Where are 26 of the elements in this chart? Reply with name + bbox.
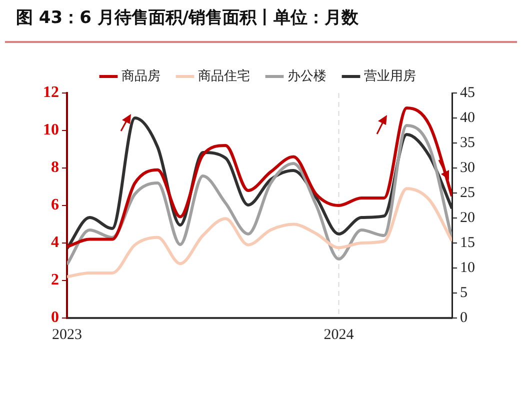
y2-tick-label: 45	[460, 84, 475, 101]
legend-label: 营业用房	[364, 68, 416, 84]
y-tick-label: 4	[51, 234, 59, 252]
y-tick-label: 0	[51, 309, 59, 326]
x-tick-label: 2023	[52, 326, 82, 343]
y2-tick-label: 20	[460, 210, 475, 226]
x-tick-label: 2024	[324, 326, 354, 343]
y-tick-label: 8	[51, 159, 59, 176]
y2-tick-label: 0	[460, 310, 468, 326]
y-tick-label: 10	[43, 122, 59, 139]
y2-tick-label: 15	[460, 234, 475, 251]
legend-label: 商品住宅	[198, 68, 250, 84]
y2-tick-label: 30	[460, 160, 475, 176]
y2-tick-label: 10	[460, 260, 475, 276]
y2-tick-label: 5	[460, 284, 468, 301]
y2-tick-label: 25	[460, 184, 475, 201]
y-tick-label: 12	[43, 84, 59, 102]
y2-tick-label: 35	[460, 134, 475, 151]
y-tick-label: 2	[51, 272, 59, 289]
line-series	[67, 187, 452, 278]
y2-tick-label: 40	[460, 110, 475, 126]
chart-title: 图 43：6 月待售面积/销售面积丨单位：月数	[16, 7, 359, 29]
y-tick-label: 6	[51, 196, 59, 214]
legend-label: 办公楼	[288, 68, 326, 84]
legend-label: 商品房	[122, 68, 160, 84]
line-series	[67, 124, 452, 266]
